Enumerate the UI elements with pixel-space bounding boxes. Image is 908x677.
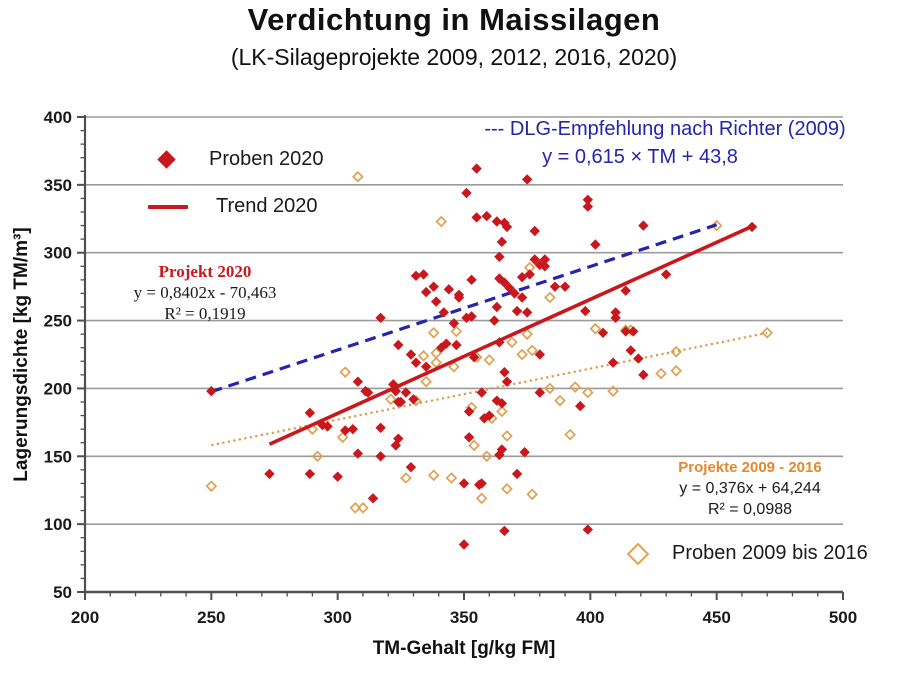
projekte-2009-2016-equation: y = 0,376x + 64,244: [679, 480, 821, 497]
orange-open-diamond-icon: [626, 542, 650, 565]
svg-text:100: 100: [44, 515, 72, 534]
svg-text:Lagerungsdichte [kg TM/m³]: Lagerungsdichte [kg TM/m³]: [11, 227, 32, 481]
svg-text:TM-Gehalt [g/kg FM]: TM-Gehalt [g/kg FM]: [373, 638, 556, 659]
svg-text:200: 200: [44, 379, 72, 398]
legend-proben-2020: Proben 2020: [150, 148, 324, 171]
svg-text:450: 450: [702, 608, 730, 627]
svg-text:400: 400: [576, 608, 604, 627]
red-line-icon: [148, 204, 188, 209]
projekt-2020-equation: y = 0,8402x - 70,463: [133, 283, 277, 302]
projekte-2009-2016-r2: R² = 0,0988: [707, 501, 793, 518]
svg-text:300: 300: [44, 244, 72, 263]
red-diamond-icon: [157, 150, 176, 169]
page-subtitle: (LK-Silageprojekte 2009, 2012, 2016, 202…: [230, 44, 678, 70]
projekt-2020-title: Projekt 2020: [158, 262, 252, 281]
page-title: Verdichtung in Maissilagen: [247, 2, 661, 37]
legend-trend-2020: Trend 2020: [148, 195, 318, 218]
projekt-2020-r2: R² = 0,1919: [164, 304, 246, 323]
dlg-annotation-equation: y = 0,615 × TM + 43,8: [542, 146, 738, 168]
svg-text:500: 500: [829, 608, 857, 627]
svg-text:250: 250: [197, 608, 225, 627]
svg-text:50: 50: [53, 583, 72, 602]
svg-text:300: 300: [323, 608, 351, 627]
legend-proben-2009-2016-label: Proben 2009 bis 2016: [672, 542, 868, 564]
projekte-2009-2016-annotation: Projekte 2009 - 2016 y = 0,376x + 64,244…: [633, 457, 867, 520]
legend-proben-2020-label: Proben 2020: [209, 148, 324, 170]
projekt-2020-annotation: Projekt 2020 y = 0,8402x - 70,463 R² = 0…: [95, 261, 315, 324]
legend-proben-2009-2016: Proben 2009 bis 2016: [622, 542, 868, 565]
svg-text:350: 350: [44, 176, 72, 195]
svg-text:150: 150: [44, 447, 72, 466]
legend-trend-2020-label: Trend 2020: [216, 195, 318, 217]
dlg-annotation-title: --- DLG-Empfehlung nach Richter (2009): [484, 118, 846, 140]
svg-text:350: 350: [450, 608, 478, 627]
svg-text:200: 200: [71, 608, 99, 627]
svg-text:250: 250: [44, 312, 72, 331]
projekte-2009-2016-title: Projekte 2009 - 2016: [678, 459, 822, 476]
svg-text:400: 400: [44, 108, 72, 127]
